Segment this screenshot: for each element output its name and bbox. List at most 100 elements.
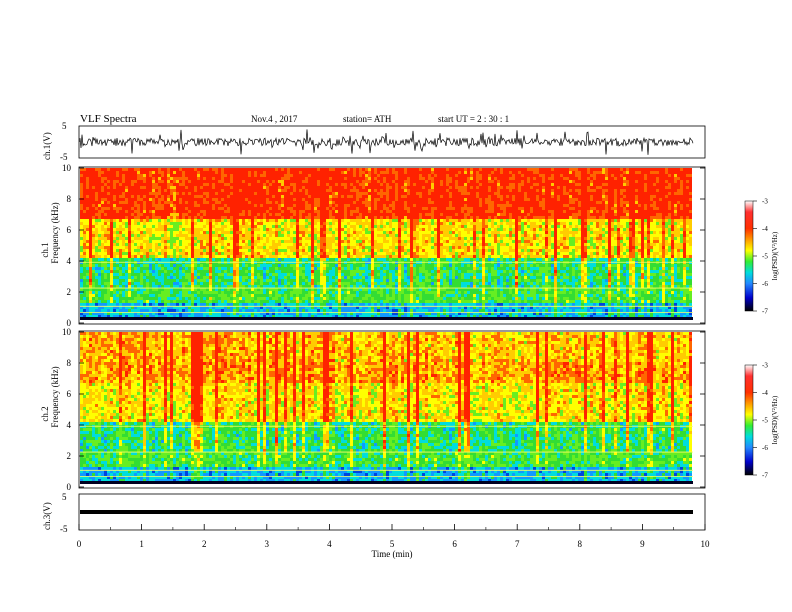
spectrogram-cell — [317, 177, 320, 180]
spectrogram-cell — [209, 195, 212, 198]
spectrogram-cell — [572, 219, 575, 222]
spectrogram-cell — [593, 204, 596, 207]
spectrogram-cell — [512, 210, 515, 213]
spectrogram-cell — [476, 204, 479, 207]
spectrogram-cell — [530, 189, 533, 192]
spectrogram-cell — [656, 207, 659, 210]
spectrogram-cell — [566, 171, 569, 174]
spectrogram-cell — [125, 174, 128, 177]
spectrogram-cell — [482, 234, 485, 237]
spectrogram-cell — [254, 180, 257, 183]
spectrogram-cell — [284, 237, 287, 240]
spectrogram-cell — [671, 171, 674, 174]
spectrogram-cell — [179, 222, 182, 225]
spectrogram-cell — [551, 216, 554, 219]
spectrogram-cell — [644, 195, 647, 198]
spectrogram-cell — [332, 195, 335, 198]
spectrogram-cell — [428, 192, 431, 195]
spectrogram-cell — [680, 195, 683, 198]
spectrogram-cell — [164, 183, 167, 186]
spectrogram-cell — [341, 234, 344, 237]
spectrogram-cell — [581, 183, 584, 186]
spectrogram-cell — [371, 174, 374, 177]
spectrogram-cell — [383, 192, 386, 195]
spectrogram-cell — [482, 198, 485, 201]
spectrogram-cell — [668, 171, 671, 174]
spectrogram-cell — [161, 228, 164, 231]
spectrogram-cell — [476, 225, 479, 228]
spectrogram-cell — [257, 171, 260, 174]
spectrogram-cell — [263, 225, 266, 228]
spectrogram-cell — [236, 168, 239, 171]
spectrogram-cell — [287, 204, 290, 207]
spectrogram-cell — [536, 222, 539, 225]
spectrogram-cell — [383, 201, 386, 204]
spectrogram-cell — [98, 192, 101, 195]
spectrogram-cell — [458, 201, 461, 204]
spectrogram-cell — [614, 201, 617, 204]
spectrogram-cell — [518, 186, 521, 189]
spectrogram-cell — [137, 204, 140, 207]
spectrogram-cell — [80, 216, 83, 219]
spectrogram-cell — [647, 207, 650, 210]
spectrogram-cell — [449, 237, 452, 240]
spectrogram-cell — [290, 237, 293, 240]
spectrogram-cell — [347, 216, 350, 219]
spectrogram-cell — [218, 216, 221, 219]
spectrogram-cell — [662, 198, 665, 201]
spectrogram-cell — [128, 222, 131, 225]
spectrogram-cell — [365, 213, 368, 216]
spectrogram-cell — [161, 180, 164, 183]
spectrogram-cell — [230, 183, 233, 186]
spectrogram-cell — [278, 222, 281, 225]
spectrogram-cell — [194, 204, 197, 207]
spectrogram-cell — [296, 213, 299, 216]
spectrogram-cell — [224, 213, 227, 216]
spectrogram-cell — [464, 198, 467, 201]
spectrogram-cell — [482, 189, 485, 192]
spectrogram-cell — [341, 231, 344, 234]
spectrogram-cell — [257, 207, 260, 210]
spectrogram-cell — [620, 189, 623, 192]
spectrogram-cell — [674, 183, 677, 186]
spectrogram-cell — [560, 219, 563, 222]
spectrogram-cell — [260, 195, 263, 198]
spectrogram-cell — [407, 195, 410, 198]
spectrogram-cell — [296, 210, 299, 213]
spectrogram-cell — [245, 240, 248, 243]
spectrogram-cell — [599, 186, 602, 189]
spectrogram-cell — [509, 180, 512, 183]
spectrogram-cell — [581, 231, 584, 234]
spectrogram-cell — [281, 195, 284, 198]
spectrogram-cell — [524, 198, 527, 201]
spectrogram-cell — [437, 228, 440, 231]
spectrogram-cell — [437, 222, 440, 225]
spectrogram-cell — [179, 201, 182, 204]
spectrogram-cell — [113, 237, 116, 240]
spectrogram-cell — [344, 171, 347, 174]
spectrogram-cell — [638, 174, 641, 177]
spectrogram-cell — [386, 222, 389, 225]
spectrogram-cell — [509, 201, 512, 204]
spectrogram-cell — [323, 174, 326, 177]
spectrogram-cell — [263, 186, 266, 189]
spectrogram-cell — [683, 216, 686, 219]
spectrogram-cell — [158, 237, 161, 240]
spectrogram-cell — [353, 177, 356, 180]
spectrogram-cell — [335, 234, 338, 237]
spectrogram-cell — [515, 168, 518, 171]
spectrogram-cell — [209, 207, 212, 210]
spectrogram-cell — [311, 186, 314, 189]
spectrogram-cell — [560, 192, 563, 195]
spectrogram-cell — [560, 189, 563, 192]
spectrogram-cell — [266, 237, 269, 240]
spectrogram-cell — [470, 234, 473, 237]
spectrogram-cell — [659, 231, 662, 234]
spectrogram-cell — [380, 174, 383, 177]
spectrogram-cell — [221, 240, 224, 243]
spectrogram-cell — [386, 228, 389, 231]
spectrogram-cell — [677, 213, 680, 216]
spectrogram-cell — [203, 174, 206, 177]
spectrogram-cell — [119, 234, 122, 237]
spectrogram-cell — [602, 222, 605, 225]
